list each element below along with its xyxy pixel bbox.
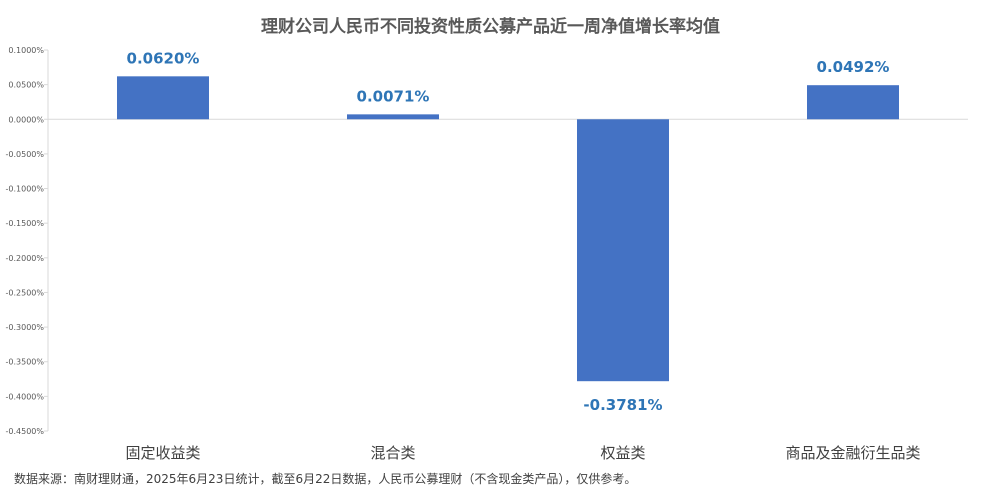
x-category-label: 混合类: [370, 444, 415, 462]
data-labels-group: 0.0620% 0.0071% -0.3781% 0.0492%: [127, 49, 890, 414]
y-tick-label: -0.3000%: [6, 323, 45, 332]
data-label: 0.0620%: [127, 49, 200, 67]
y-tick-label: 0.0000%: [8, 115, 44, 124]
x-category-label: 固定收益类: [125, 444, 200, 462]
source-footnote: 数据来源：南财理财通，2025年6月23日统计，截至6月22日数据，人民币公募理…: [14, 472, 637, 486]
y-tick-label: -0.0500%: [6, 150, 45, 159]
data-label: 0.0071%: [357, 87, 430, 105]
x-category-label: 权益类: [600, 444, 645, 462]
y-tick-label: -0.2500%: [6, 288, 45, 297]
chart-title: 理财公司人民币不同投资性质公募产品近一周净值增长率均值: [261, 17, 720, 37]
y-tick-label: 0.0500%: [8, 81, 44, 90]
y-tick-label: -0.1500%: [6, 219, 45, 228]
data-label: -0.3781%: [583, 396, 662, 414]
y-axis-ticks: 0.1000% 0.0500% 0.0000% -0.0500% -0.1000% -0.…: [6, 46, 48, 436]
bar: [117, 76, 209, 120]
data-label: 0.0492%: [817, 58, 890, 76]
y-tick-label: -0.3500%: [6, 358, 45, 367]
x-category-label: 商品及金融衍生品类: [785, 444, 920, 462]
bar: [807, 85, 899, 120]
bars-group: [117, 76, 899, 382]
x-axis-category-labels: 固定收益类 混合类 权益类 商品及金融衍生品类: [125, 444, 920, 462]
bar: [347, 114, 439, 120]
y-tick-label: -0.4000%: [6, 392, 45, 401]
y-tick-label: -0.1000%: [6, 185, 45, 194]
y-tick-label: -0.2000%: [6, 254, 45, 263]
y-tick-label: -0.4500%: [6, 427, 45, 436]
bar: [577, 119, 669, 382]
y-tick-label: 0.1000%: [8, 46, 44, 55]
